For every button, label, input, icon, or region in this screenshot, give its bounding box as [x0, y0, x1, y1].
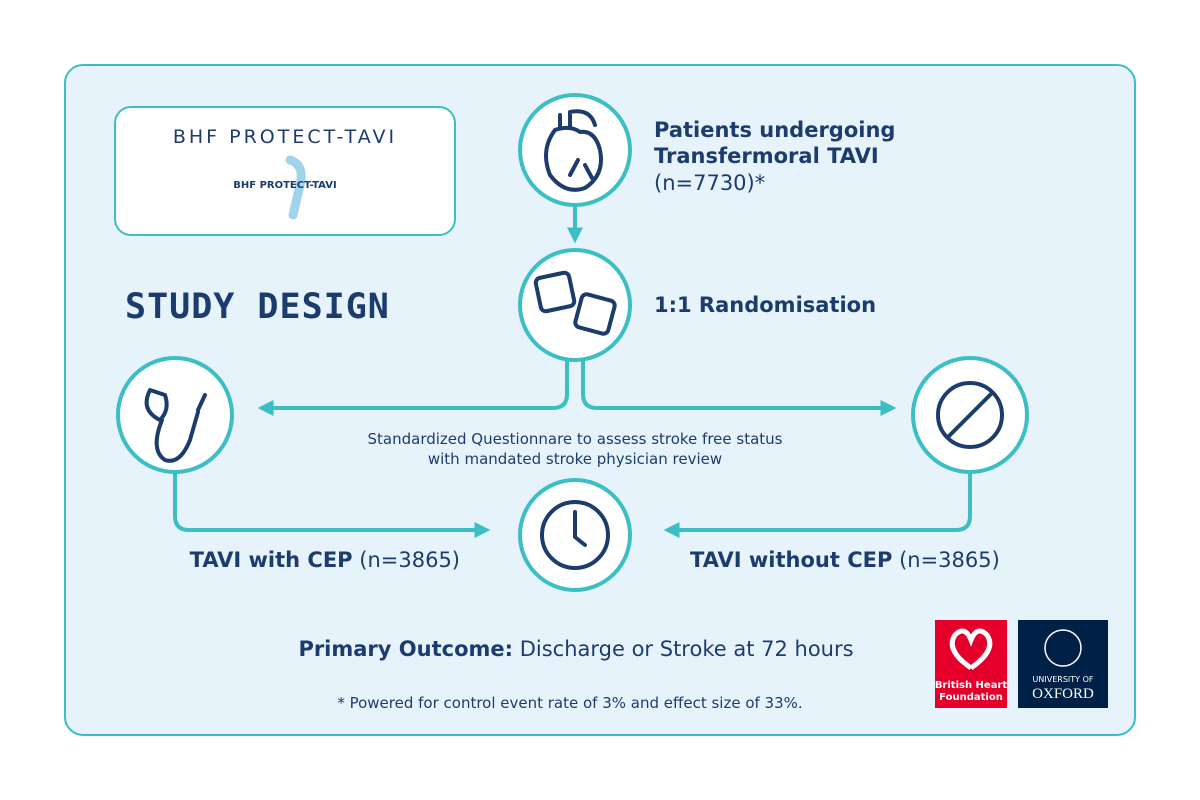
dice-icon [533, 270, 577, 314]
outcome-label: Primary Outcome: [298, 637, 513, 661]
heading: STUDY DESIGN [125, 287, 390, 327]
arrow [173, 472, 491, 538]
arrow [663, 472, 972, 538]
oxford-logo [1018, 620, 1108, 708]
outcome: Primary Outcome: Discharge or Stroke at … [298, 637, 853, 661]
logo-subtitle: BHF PROTECT-TAVI [233, 180, 336, 191]
clock-icon [573, 510, 587, 547]
bhf-heart [949, 628, 993, 671]
arm-name: TAVI with CEP [190, 548, 353, 572]
arm-detail: (n=3865) [359, 548, 460, 572]
node-circle [518, 93, 632, 207]
node-label: 1:1 Randomisation [654, 293, 876, 317]
heart-icon [544, 109, 603, 192]
outcome-detail: Discharge or Stroke at 72 hours [520, 637, 854, 661]
node-circle [116, 356, 234, 474]
follow-up-text: with mandated stroke physician review [428, 450, 722, 468]
follow-up-text: Standardized Questionnare to assess stro… [368, 430, 783, 448]
node-label: Transfermoral TAVI [654, 144, 879, 168]
arrow [581, 360, 897, 416]
node-detail: (n=7730)* [654, 171, 765, 195]
arm-name: TAVI without CEP [690, 548, 892, 572]
partner-text: British Heart [935, 680, 1008, 691]
no-icon [946, 391, 994, 439]
partner-text: UNIVERSITY OF [1033, 675, 1094, 684]
oxford-crest [1044, 629, 1082, 667]
no-icon [936, 381, 1004, 449]
clock-icon [540, 500, 610, 570]
logo-box [114, 106, 456, 236]
arrow [257, 360, 569, 416]
logo-mark [285, 155, 306, 220]
arm-label: TAVI with CEP (n=3865) [190, 548, 460, 572]
logo-title: BHF PROTECT-TAVI [173, 126, 397, 148]
arm-label: TAVI without CEP (n=3865) [690, 548, 1000, 572]
footnote: * Powered for control event rate of 3% a… [337, 694, 802, 712]
dice-icon [573, 292, 617, 336]
partner-text: Foundation [939, 692, 1003, 703]
sensor-icon [144, 388, 207, 463]
node-label: Patients undergoing [654, 118, 895, 142]
arm-detail: (n=3865) [899, 548, 1000, 572]
partner-text: OXFORD [1032, 686, 1094, 702]
